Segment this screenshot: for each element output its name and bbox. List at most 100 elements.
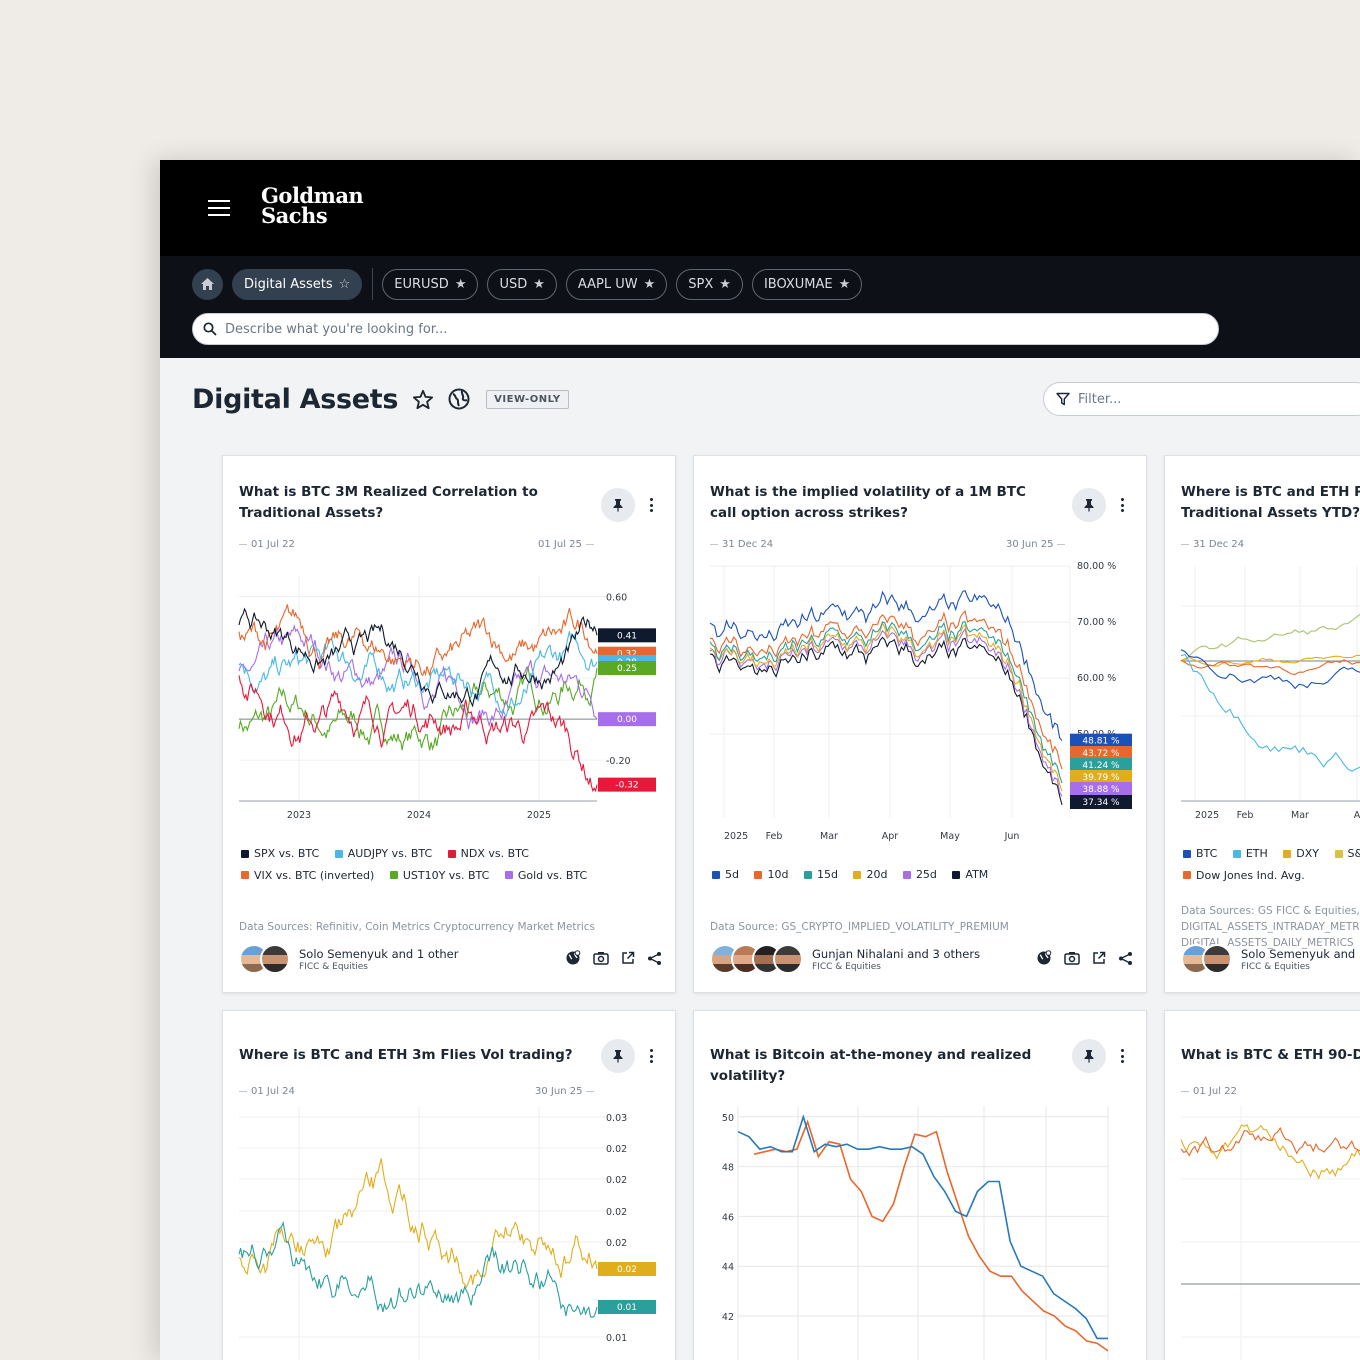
y-tick-label: 0.02	[606, 1175, 627, 1186]
chip-label: SPX	[688, 276, 714, 292]
series-line	[238, 666, 598, 751]
card-atm-realized-vol[interactable]: What is Bitcoin at-the-money and realize…	[693, 1010, 1147, 1360]
card-btc-correlation[interactable]: What is BTC 3M Realized Correlation to T…	[222, 455, 676, 993]
chart-atm-realized-vol[interactable]: 50 48 46 44 42	[694, 1011, 1147, 1360]
legend-item-audjpy[interactable]: AUDJPY vs. BTC	[334, 843, 432, 864]
legend-item-ust10y[interactable]: UST10Y vs. BTC	[389, 865, 489, 886]
avatar[interactable]	[773, 944, 803, 974]
star-filled-icon[interactable]: ★	[533, 276, 545, 292]
value-tag-label: 39.79 %	[1082, 773, 1120, 783]
legend-item-gold[interactable]: Gold vs. BTC	[504, 865, 587, 886]
card-implied-volatility[interactable]: What is the implied volatility of a 1M B…	[693, 455, 1147, 993]
open-external-icon[interactable]	[621, 951, 635, 965]
value-tag-label: 0.02	[617, 1265, 637, 1275]
star-filled-icon[interactable]: ★	[719, 276, 731, 292]
pin-button[interactable]	[1072, 488, 1106, 522]
chip-spx[interactable]: SPX ★	[676, 268, 743, 300]
legend-item-dxy[interactable]: DXY	[1283, 843, 1319, 864]
legend-item-25d[interactable]: 25d	[902, 864, 937, 885]
top-bar: Goldman Sachs	[160, 160, 1360, 256]
share-icon[interactable]	[1118, 951, 1133, 966]
more-options-icon[interactable]	[644, 1047, 658, 1065]
value-tag-label: 0.32	[617, 650, 637, 660]
series-line	[238, 604, 598, 678]
legend-item-spx[interactable]: SPX vs. BTC	[241, 843, 319, 864]
more-options-icon[interactable]	[1115, 1047, 1129, 1065]
camera-icon[interactable]	[1064, 951, 1080, 965]
chip-aapl[interactable]: AAPL UW ★	[565, 268, 668, 300]
series-line	[1180, 613, 1360, 662]
author-name[interactable]: Solo Semenyuk and 1 other	[299, 946, 459, 961]
chart-btc-eth-performance[interactable]: 2025 Feb Mar A	[1165, 456, 1360, 836]
y-tick-label: 0.01	[606, 1333, 627, 1344]
search-bar[interactable]	[192, 313, 1219, 345]
chip-usd[interactable]: USD ★	[487, 268, 557, 300]
filter-box[interactable]	[1043, 382, 1360, 416]
nav-bar: Digital Assets ☆ EURUSD ★ USD ★ AAPL UW ★ S…	[160, 256, 1360, 358]
globe-icon[interactable]	[448, 388, 470, 410]
chart-implied-volatility[interactable]: 2025 Feb Mar Apr May Jun 80.00 % 70.00 % 60.00 %…	[694, 456, 1147, 842]
legend-item-15d[interactable]: 15d	[803, 864, 838, 885]
ai-globe-icon[interactable]	[1036, 950, 1052, 966]
x-tick-label: 2023	[287, 810, 311, 821]
legend-item-dow[interactable]: Dow Jones Ind. Avg.	[1183, 865, 1305, 886]
filter-input[interactable]	[1078, 391, 1328, 407]
series-line	[1180, 1124, 1360, 1180]
chart-flies-vol[interactable]: 0.03 0.02 0.02 0.02 0.02 0.01 0.02 0.01	[223, 1011, 676, 1360]
legend-item-5d[interactable]: 5d	[712, 864, 739, 885]
card-btc-eth-correlation[interactable]: What is BTC & ETH 90-Day Correlation? 01…	[1164, 1010, 1360, 1360]
chip-label: AAPL UW	[577, 276, 638, 292]
home-button[interactable]	[192, 268, 223, 300]
chart-btc-correlation[interactable]: 2023202420250.60-0.200.41-0.320.320.280.…	[223, 456, 676, 836]
pin-button[interactable]	[1072, 1039, 1106, 1073]
more-options-icon[interactable]	[644, 496, 658, 514]
favorite-star-icon[interactable]	[412, 389, 434, 410]
watchlist-chips: Digital Assets ☆ EURUSD ★ USD ★ AAPL UW ★ S…	[192, 268, 871, 300]
author-org: FICC & Equities	[1241, 961, 1310, 972]
x-tick-label: 2025	[527, 810, 551, 821]
value-tag	[1070, 770, 1132, 784]
ai-globe-icon[interactable]	[565, 950, 581, 966]
legend-item-atm[interactable]: ATM	[952, 864, 988, 885]
chip-iboxumae[interactable]: IBOXUMAE ★	[751, 268, 863, 300]
chart-btc-eth-correlation[interactable]	[1165, 1011, 1360, 1360]
pin-button[interactable]	[601, 1039, 635, 1073]
legend-item-ndx[interactable]: NDX vs. BTC	[447, 843, 529, 864]
open-external-icon[interactable]	[1092, 951, 1106, 965]
legend-item-10d[interactable]: 10d	[754, 864, 788, 885]
avatar[interactable]	[260, 944, 290, 974]
legend-item-btc[interactable]: BTC	[1183, 843, 1217, 864]
share-icon[interactable]	[647, 951, 662, 966]
star-filled-icon[interactable]: ★	[643, 276, 656, 292]
value-tag-label: 43.72 %	[1082, 749, 1120, 759]
star-filled-icon[interactable]: ★	[838, 276, 851, 292]
y-tick-label: 80.00 %	[1077, 561, 1116, 572]
author-name[interactable]: Gunjan Nihalani and 3 others	[812, 946, 981, 961]
star-outline-icon[interactable]: ☆	[338, 276, 351, 292]
card-btc-eth-performance[interactable]: Where is BTC and ETH Performance vs Trad…	[1164, 455, 1360, 993]
legend-item-sp500[interactable]: S&P 500	[1334, 843, 1360, 864]
star-filled-icon[interactable]: ★	[454, 276, 467, 292]
card-flies-vol[interactable]: Where is BTC and ETH 3m Flies Vol tradin…	[222, 1010, 676, 1360]
pin-button[interactable]	[601, 488, 635, 522]
avatar[interactable]	[1202, 944, 1232, 974]
legend-item-20d[interactable]: 20d	[853, 864, 887, 885]
author-name[interactable]: Solo Semenyuk and 1 other	[1241, 946, 1360, 961]
tab-digital-assets[interactable]: Digital Assets ☆	[232, 268, 363, 300]
camera-icon[interactable]	[593, 951, 609, 965]
legend-item-eth[interactable]: ETH	[1232, 843, 1268, 864]
legend-item-vix[interactable]: VIX vs. BTC (inverted)	[241, 865, 374, 886]
search-input[interactable]	[225, 321, 1125, 337]
hamburger-menu-icon[interactable]	[208, 200, 232, 218]
series-line	[709, 621, 1063, 792]
x-tick-label: Apr	[882, 831, 899, 842]
value-tag	[598, 1262, 656, 1276]
series-line	[1180, 1126, 1360, 1157]
value-tag	[1070, 733, 1132, 748]
chip-eurusd[interactable]: EURUSD ★	[382, 268, 479, 300]
date-start: 01 Jul 22	[239, 539, 295, 550]
goldman-sachs-logo[interactable]: Goldman Sachs	[261, 183, 364, 228]
data-source: Data Source: GS_CRYPTO_IMPLIED_VOLATILIT…	[710, 921, 1009, 933]
more-options-icon[interactable]	[1115, 496, 1129, 514]
y-tick-label: 60.00 %	[1077, 673, 1116, 684]
